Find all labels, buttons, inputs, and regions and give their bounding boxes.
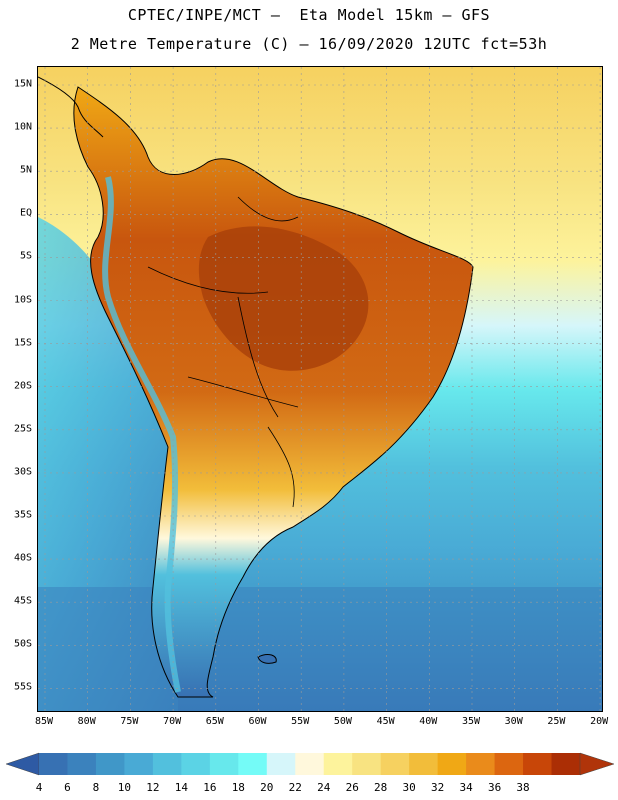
colorbar-under-arrow — [5, 752, 40, 776]
lon-label-70w: 70W — [163, 716, 182, 727]
colorbar-tick-12: 12 — [146, 781, 160, 794]
lat-label-45s: 45S — [13, 595, 32, 607]
lon-label-45w: 45W — [376, 716, 395, 727]
lat-label-25s: 25S — [13, 423, 32, 435]
colorbar-tick-34: 34 — [459, 781, 473, 794]
colorbar-segment — [124, 753, 154, 775]
map-title-line-1: CPTEC/INPE/MCT – Eta Model 15km – GFS — [127, 6, 491, 24]
lon-label-85w: 85W — [34, 716, 54, 727]
colorbar-segment — [551, 753, 581, 775]
colorbar-tick-28: 28 — [374, 781, 388, 794]
colorbar-segment — [352, 753, 382, 775]
lon-label-60w: 60W — [248, 716, 267, 727]
falkland-islands — [257, 654, 277, 664]
colorbar-tick-8: 8 — [92, 781, 100, 794]
colorbar-segment — [409, 753, 439, 775]
country-borders — [147, 196, 299, 508]
colorbar-segment — [67, 753, 97, 775]
colorbar-tick-14: 14 — [174, 781, 188, 794]
colorbar-tick-38: 38 — [516, 781, 530, 794]
andes-cool-ridge — [102, 176, 181, 693]
colorbar-segment — [95, 753, 125, 775]
colorbar-tick-6: 6 — [64, 781, 71, 794]
temperature-map — [38, 67, 602, 711]
colorbar-segment — [323, 753, 353, 775]
colorbar-segment — [295, 753, 325, 775]
lat-label-40s: 40S — [13, 552, 32, 564]
lat-label-15n: 15N — [13, 78, 32, 90]
lon-label-55w: 55W — [291, 716, 310, 727]
colorbar-tick-22: 22 — [288, 781, 302, 794]
lon-label-25w: 25W — [547, 716, 566, 727]
lon-label-80w: 80W — [77, 716, 96, 727]
colorbar-tick-26: 26 — [345, 781, 359, 794]
colorbar-tick-4: 4 — [35, 781, 43, 794]
colorbar-segment — [152, 753, 182, 775]
lat-label-5n: 5N — [19, 164, 32, 176]
graticule-grid — [38, 67, 602, 711]
lon-label-30w: 30W — [504, 716, 523, 727]
lon-label-40w: 40W — [419, 716, 438, 727]
lat-label-eq: EQ — [19, 207, 32, 219]
lat-label-20s: 20S — [13, 380, 32, 392]
colorbar-tick-10: 10 — [117, 781, 132, 794]
lon-label-75w: 75W — [120, 716, 139, 727]
hot-core-region — [198, 226, 369, 371]
colorbar-segment — [466, 753, 496, 775]
lon-label-35w: 35W — [461, 716, 481, 727]
lat-label-10s: 10S — [13, 294, 32, 305]
southern-ocean-band — [38, 587, 602, 711]
colorbar-tick-30: 30 — [402, 781, 416, 794]
colorbar-segment — [494, 753, 524, 775]
colorbar-segment — [380, 753, 410, 775]
colorbar-segment — [523, 753, 553, 775]
colorbar-segment — [266, 753, 296, 775]
colorbar-segment — [238, 753, 268, 775]
lat-label-30s: 30S — [13, 466, 32, 478]
lat-label-50s: 50S — [13, 638, 32, 650]
colorbar-tick-20: 20 — [260, 781, 274, 794]
lat-label-55s: 55S — [13, 681, 32, 693]
colorbar-tick-16: 16 — [203, 781, 217, 794]
lat-label-10n: 10N — [13, 121, 32, 133]
colorbar-segment — [437, 753, 467, 775]
colorbar-segment — [39, 753, 68, 775]
central-america-coast — [38, 76, 104, 138]
lon-label-50w: 50W — [333, 716, 352, 727]
map-title-line-2: 2 Metre Temperature (C) – 16/09/2020 12U… — [70, 35, 548, 53]
colorbar-tick-18: 18 — [231, 781, 245, 794]
colorbar-tick-24: 24 — [317, 781, 331, 794]
colorbar-tick-36: 36 — [487, 781, 502, 794]
lat-label-5s: 5S — [19, 250, 32, 262]
lat-label-35s: 35S — [13, 509, 32, 521]
lat-label-15s: 15S — [13, 337, 32, 349]
map-frame — [37, 66, 603, 712]
lon-label-20w: 20W — [590, 716, 609, 727]
colorbar-tick-32: 32 — [431, 781, 445, 794]
lon-label-65w: 65W — [205, 716, 224, 727]
colorbar-segment — [209, 753, 239, 775]
colorbar-over-arrow — [579, 752, 615, 776]
colorbar-segment — [181, 753, 211, 775]
temperature-colorbar — [5, 752, 615, 776]
